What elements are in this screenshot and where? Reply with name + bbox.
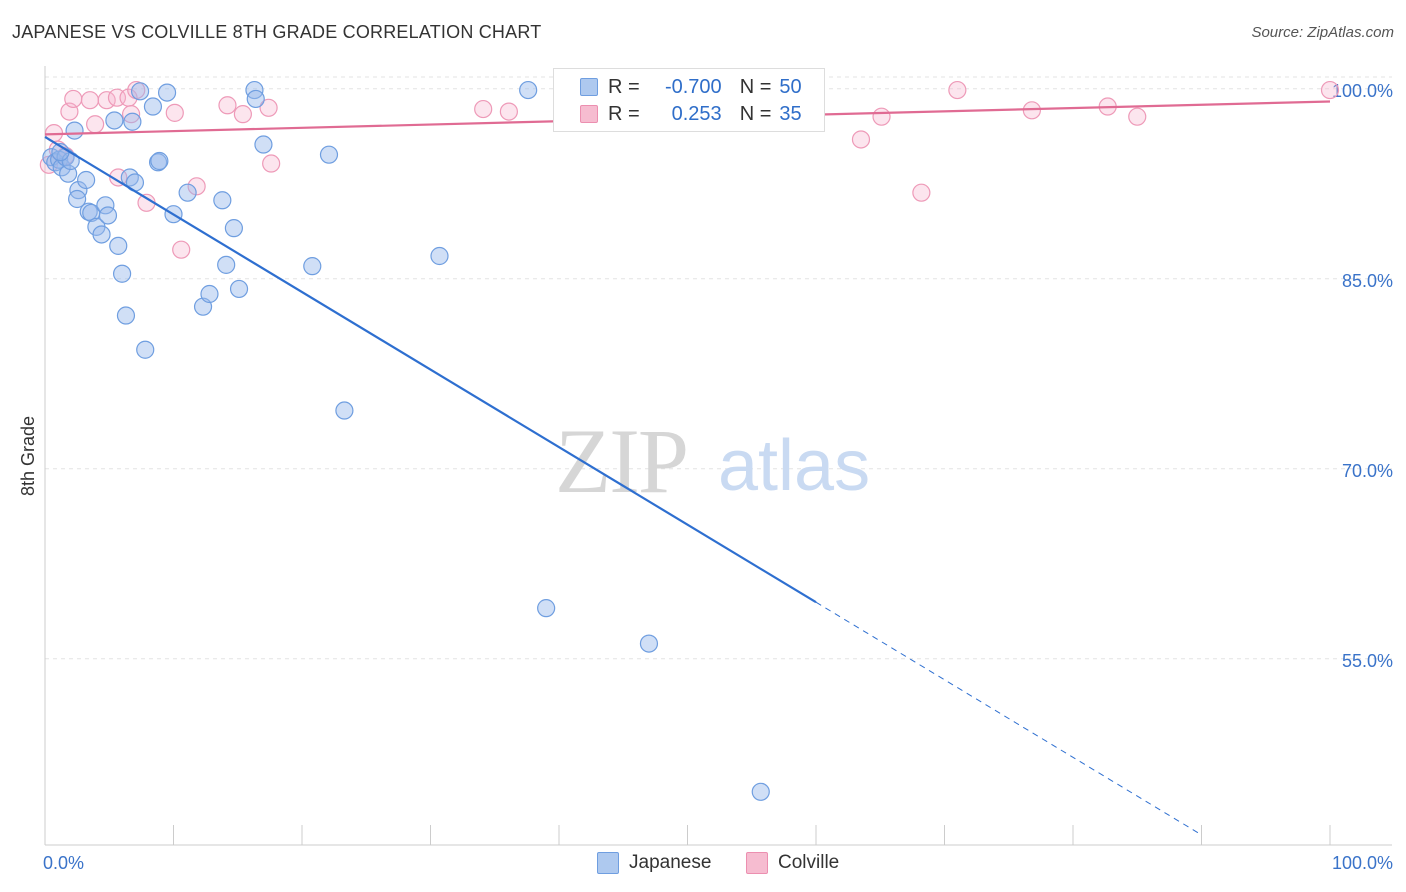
r-label: R = [608,75,640,98]
japanese-point [92,225,111,244]
japanese-swatch [580,78,598,96]
watermark: ZIP atlas [555,410,870,512]
japanese-point [130,82,150,101]
japanese-point [116,306,136,325]
japanese-point [213,191,232,210]
colville-point [259,98,278,117]
legend-item-colville[interactable]: Colville [746,852,839,874]
x-tick-label: 100.0% [1332,853,1393,873]
n-label: N = [739,102,772,125]
r-label: R = [608,102,640,125]
colville-point [165,103,184,122]
colville-point [172,240,191,259]
japanese-point [150,151,169,171]
japanese-point [200,284,219,304]
japanese-point [77,170,96,190]
x-tick-label: 0.0% [43,853,84,873]
colville-point [851,130,871,149]
japanese-point [148,153,168,172]
n-label: N = [739,75,772,98]
colville-point [121,105,141,124]
trend-lines [44,100,1331,836]
japanese-point [178,183,197,202]
japanese-point [98,206,118,225]
series-colville [39,80,1340,259]
colville-point [948,80,967,100]
colville-point [1128,107,1147,126]
y-tick-label: 70.0% [1342,461,1393,481]
japanese-point [217,255,236,274]
japanese-point [109,236,128,255]
japanese-point [229,279,249,299]
legend-item-japanese[interactable]: Japanese [597,852,711,874]
series-japanese [42,80,770,801]
colville-point [86,115,105,134]
y-tick-label: 100.0% [1332,81,1393,101]
grid-lines [45,76,1392,660]
source-label: Source: ZipAtlas.com [1251,24,1394,41]
japanese-point [136,340,155,359]
colville-r-value: 0.253 [671,102,722,125]
colville-point [218,96,237,115]
japanese-point [639,634,659,653]
watermark-zip: ZIP [555,410,687,512]
colville-legend-label: Colville [778,852,840,873]
japanese-point [519,80,538,100]
colville-swatch [580,105,598,123]
colville-point [1320,80,1340,100]
japanese-point [246,89,265,109]
japanese-point [65,121,84,140]
colville-point [64,89,83,109]
colville-point [474,99,493,119]
japanese-n-value: 50 [779,75,802,98]
colville-point [872,107,891,126]
colville-point [187,177,206,196]
japanese-point [537,599,556,618]
chart-title: JAPANESE VS COLVILLE 8TH GRADE CORRELATI… [12,22,542,42]
colville-legend-swatch [746,852,768,874]
y-axis-label: 8th Grade [18,416,38,496]
japanese-point [120,168,139,187]
japanese-point [68,189,87,209]
colville-point [499,102,518,121]
japanese-legend-swatch [597,852,619,874]
axes [44,66,1392,846]
japanese-point [112,264,132,283]
japanese-point [303,257,322,276]
legend-row-colville: R = 0.253 N = 35 [554,100,802,128]
japanese-trend-line [44,135,817,604]
colville-point [912,183,931,202]
japanese-point [157,83,177,102]
correlation-legend: R = -0.700 N = 50 R = 0.253 N = 35 [553,68,825,132]
japanese-point [430,246,449,266]
japanese-point [143,97,163,116]
colville-point [262,154,281,173]
y-tick-label: 55.0% [1342,651,1393,671]
japanese-point [224,219,243,238]
japanese-r-value: -0.700 [664,75,722,98]
colville-point [80,91,100,110]
japanese-legend-label: Japanese [629,852,712,873]
legend-row-japanese: R = -0.700 N = 50 [554,73,802,101]
y-tick-label: 85.0% [1342,271,1393,291]
japanese-trend-extension [815,601,1202,836]
japanese-point [335,401,354,420]
japanese-point [254,135,273,154]
colville-point [233,105,252,124]
tick-labels: 100.0% 85.0% 70.0% 55.0% 0.0% 100.0% [43,81,1393,873]
japanese-point [123,112,142,131]
colville-n-value: 35 [779,102,802,125]
japanese-point [105,111,124,130]
japanese-point [319,145,339,164]
japanese-point [751,782,770,801]
watermark-atlas: atlas [718,426,870,506]
